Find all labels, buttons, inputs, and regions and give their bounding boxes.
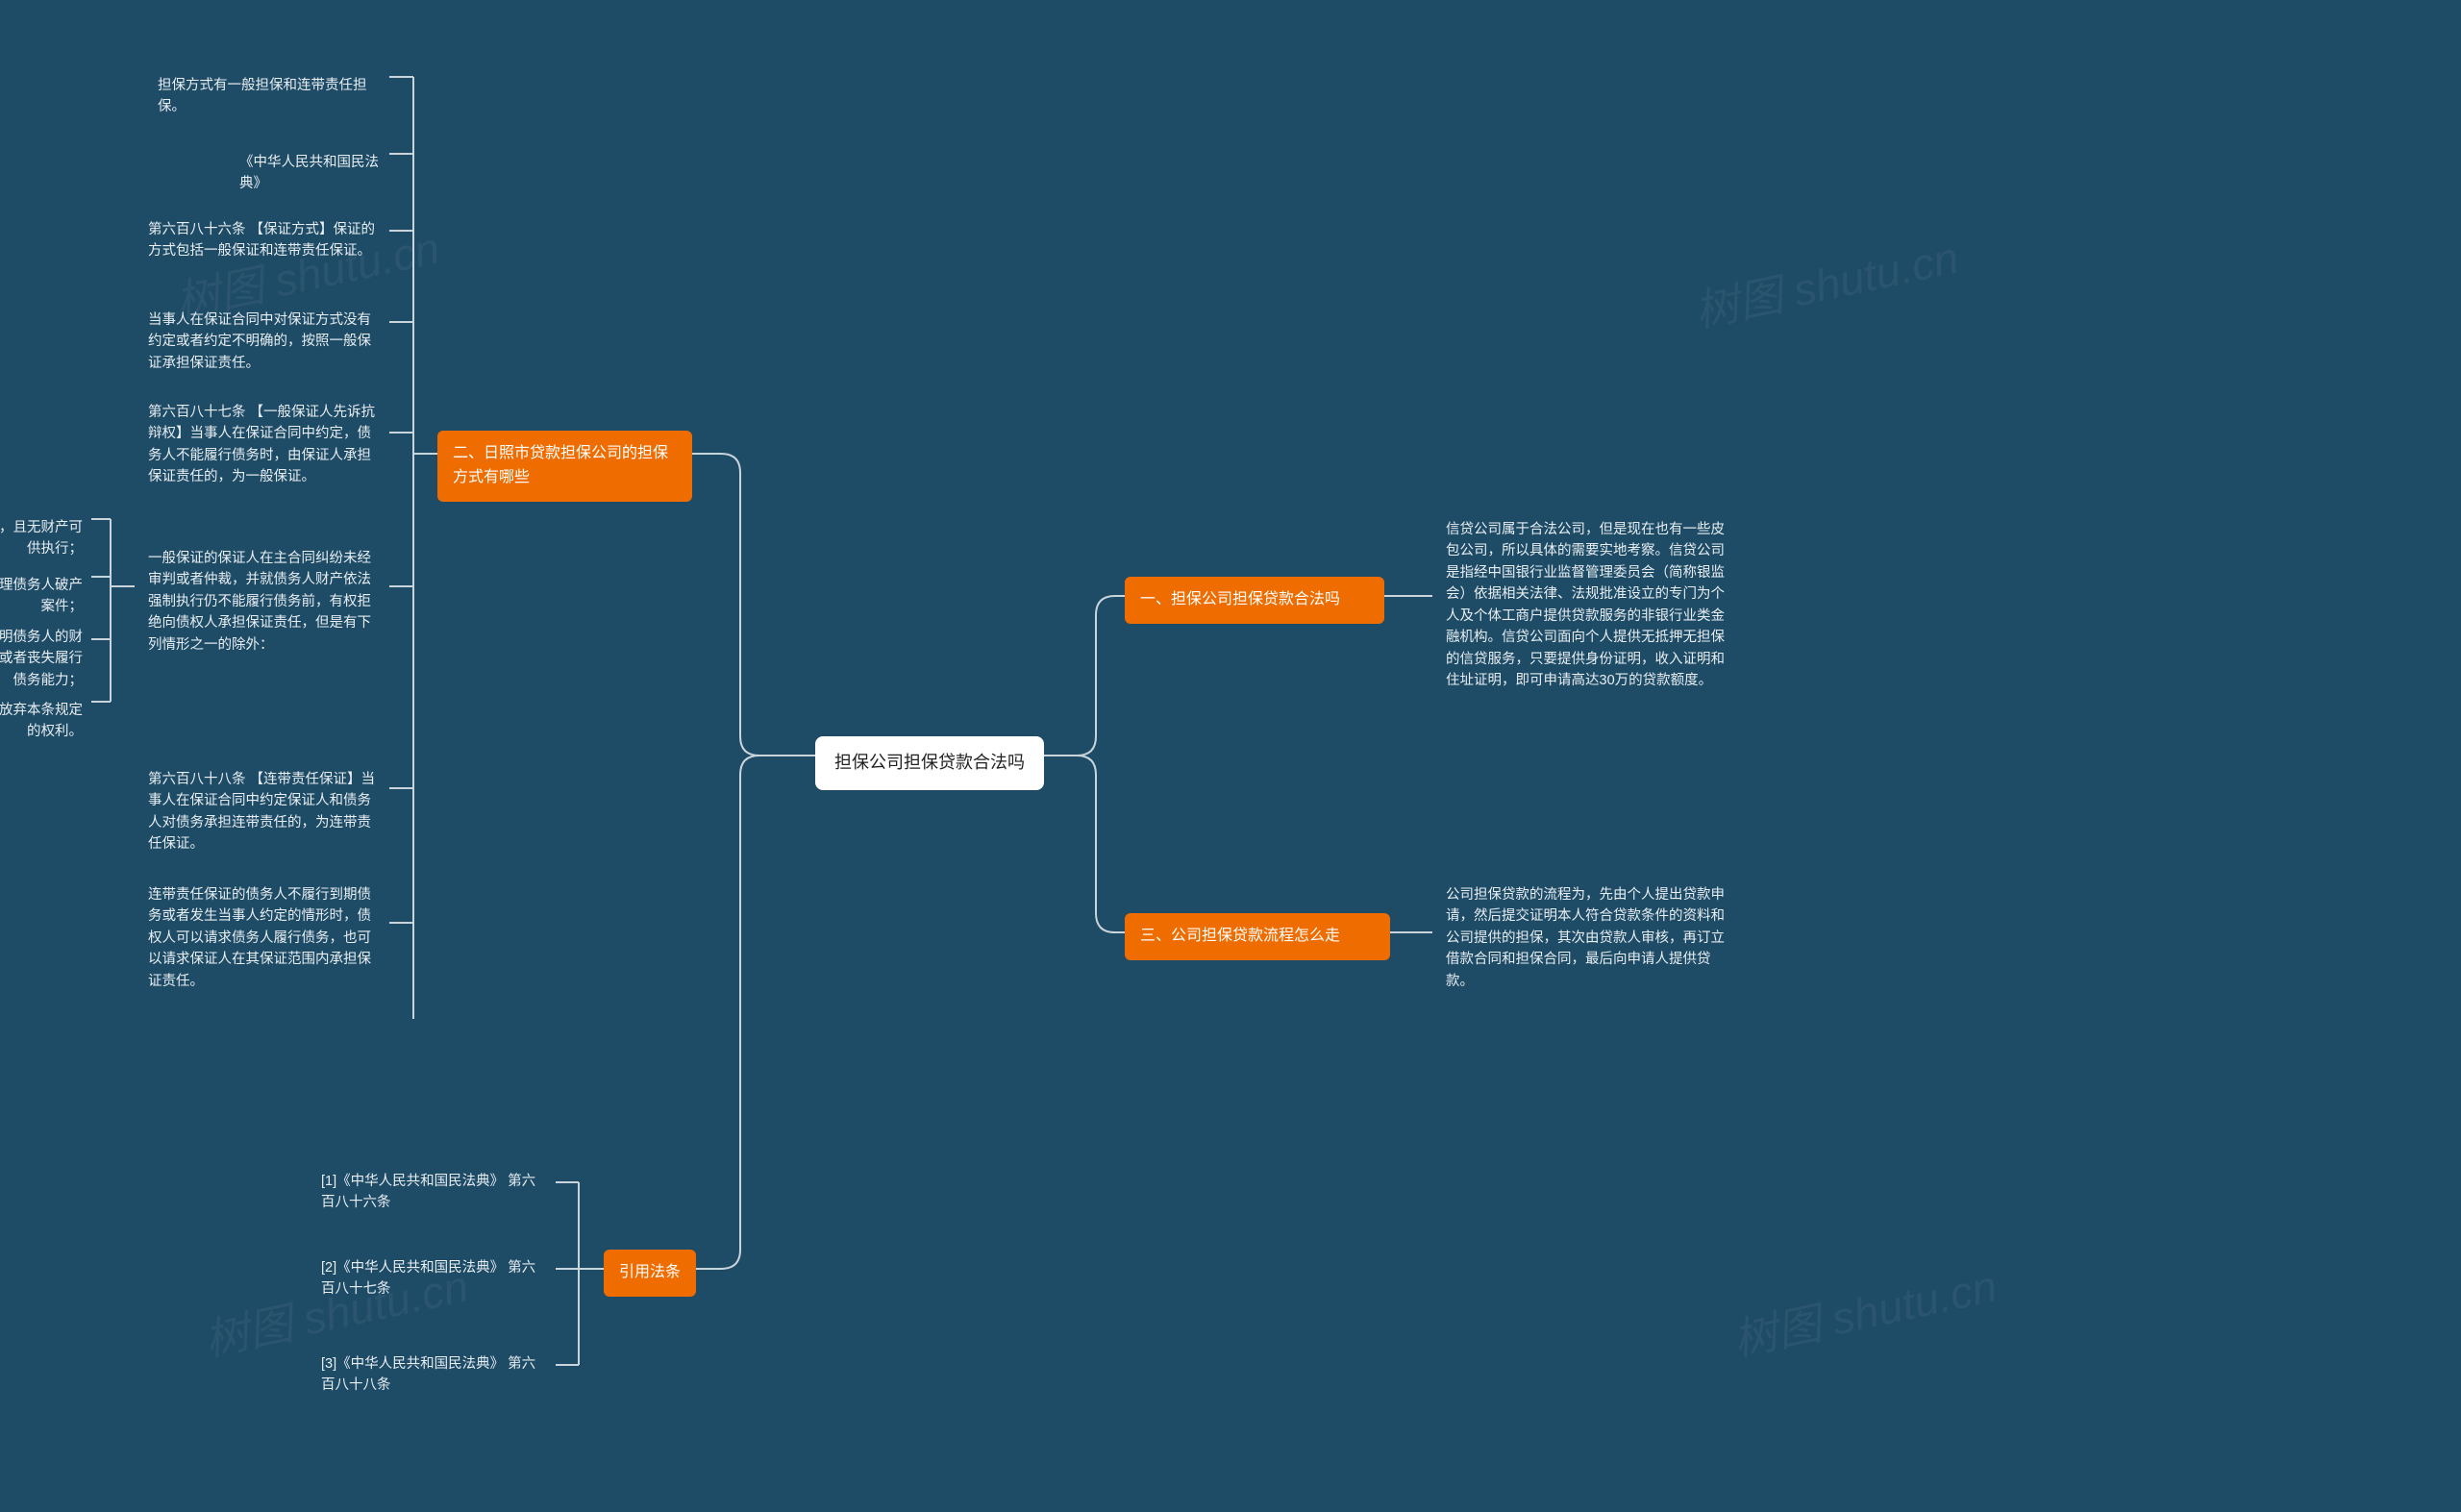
branch-three-leaf: 公司担保贷款的流程为，先由个人提出贷款申请，然后提交证明本人符合贷款条件的资料和… [1432,875,1740,1002]
branch-two[interactable]: 二、日照市贷款担保公司的担保方式有哪些 [437,431,692,502]
b2-leaf-6: 一般保证的保证人在主合同纠纷未经审判或者仲裁，并就债务人财产依法强制执行仍不能履… [135,538,394,665]
center-topic[interactable]: 担保公司担保贷款合法吗 [815,736,1044,790]
citation-1: [1]《中华人民共和国民法典》 第六百八十六条 [308,1161,559,1224]
b2-l6-sub1: （一）债务人下落不明，且无财产可供执行； [0,508,96,570]
branch-one-leaf: 信贷公司属于合法公司，但是现在也有一些皮包公司，所以具体的需要实地考察。信贷公司… [1432,509,1740,702]
mindmap-canvas: 树图 shutu.cn 树图 shutu.cn 树图 shutu.cn 树图 s… [0,0,2461,1512]
branch-three[interactable]: 三、公司担保贷款流程怎么走 [1125,913,1390,960]
b2-l6-sub3: （三）债权人有证据证明债务人的财产不足以履行全部债务或者丧失履行债务能力； [0,617,96,701]
citation-2: [2]《中华人民共和国民法典》 第六百八十七条 [308,1248,559,1310]
watermark: 树图 shutu.cn [1688,223,1963,341]
watermark: 树图 shutu.cn [1727,1252,2001,1370]
b2-leaf-2: 《中华人民共和国民法典》 [226,142,399,205]
b2-leaf-4: 当事人在保证合同中对保证方式没有约定或者约定不明确的，按照一般保证承担保证责任。 [135,300,394,384]
citation-3: [3]《中华人民共和国民法典》 第六百八十八条 [308,1344,559,1406]
b2-leaf-7: 第六百八十八条 【连带责任保证】当事人在保证合同中约定保证人和债务人对债务承担连… [135,759,394,865]
branch-citations[interactable]: 引用法条 [604,1250,696,1297]
b2-leaf-3: 第六百八十六条 【保证方式】保证的方式包括一般保证和连带责任保证。 [135,210,394,272]
b2-leaf-8: 连带责任保证的债务人不履行到期债务或者发生当事人约定的情形时，债权人可以请求债务… [135,875,394,1002]
b2-leaf-5: 第六百八十七条 【一般保证人先诉抗辩权】当事人在保证合同中约定，债务人不能履行债… [135,392,394,498]
branch-one[interactable]: 一、担保公司担保贷款合法吗 [1125,577,1384,624]
b2-l6-sub4: （四）保证人书面表示放弃本条规定的权利。 [0,690,96,753]
b2-leaf-1: 担保方式有一般担保和连带责任担保。 [144,65,394,128]
